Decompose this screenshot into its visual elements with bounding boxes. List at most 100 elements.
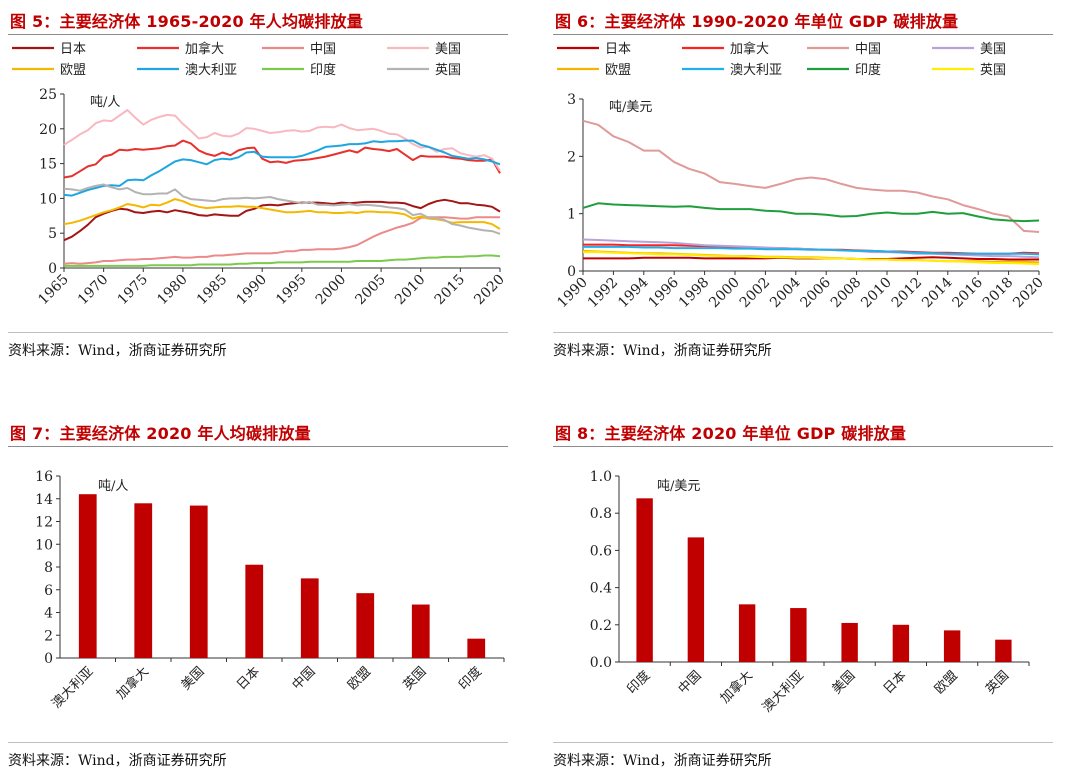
y-tick-label: 25 [39,87,57,103]
legend-label-8: 英国 [980,63,1006,78]
category-label: 印度 [455,664,485,694]
bar-1 [636,498,653,662]
x-tick-label: 2020 [471,272,508,309]
series-line-7 [582,202,1040,223]
x-tick-label: 2020 [1010,275,1047,312]
legend-label-4: 美国 [435,42,461,57]
category-label: 加拿大 [113,664,152,703]
bar-6 [356,593,375,658]
x-tick-label: 1980 [154,272,191,309]
x-tick-label: 2012 [889,275,926,312]
unit-label: 吨/人 [98,479,128,494]
y-tick-label: 1 [567,207,576,223]
figure-8-panel: 图 8：主要经济体 2020 年单位 GDP 碳排放量 0.0 0.2 0.4 0.6… [553,412,1053,776]
x-tick-label: 1996 [646,274,683,311]
category-label: 欧盟 [932,668,961,697]
legend-label-1: 日本 [605,42,631,57]
x-tick-label: 1995 [273,272,310,309]
y-tick-label: 0.2 [590,618,612,634]
x-tick-label: 2004 [767,274,804,311]
unit-label: 吨/人 [90,95,120,110]
legend-label-2: 加拿大 [185,41,224,57]
figure-8-source: 资料来源：Wind，浙商证券研究所 [553,753,772,769]
category-label: 澳大利亚 [48,664,96,712]
y-tick-label: 5 [48,226,57,242]
bar-5 [300,578,319,658]
category-label: 中国 [290,664,319,693]
legend-label-1: 日本 [60,42,86,57]
figure-8-source-rule [553,742,1053,743]
x-tick-label: 2015 [432,272,469,309]
y-tick-label: 10 [35,537,53,553]
y-tick-label: 15 [39,157,57,173]
x-tick-label: 2010 [858,275,895,312]
bar-2 [687,537,705,662]
figure-8-title-rule [553,446,1053,447]
category-label: 加拿大 [717,668,756,707]
x-tick-label: 1985 [194,272,231,309]
x-tick-label: 2002 [737,275,774,312]
figure-6-panel: 图 6：主要经济体 1990-2020 年单位 GDP 碳排放量 日本 加拿大 中国… [553,0,1053,372]
category-label: 中国 [676,668,705,697]
y-tick-label: 8 [44,560,53,576]
x-tick-label: 1998 [676,275,713,312]
series-line-8 [63,183,501,235]
y-tick-label: 4 [44,606,53,622]
series-line-5 [63,198,501,230]
legend-label-7: 印度 [855,62,881,78]
x-tick-label: 1990 [233,272,270,309]
series-line-6 [63,139,501,197]
x-tick-label: 2006 [798,274,835,311]
x-tick-label: 1992 [585,275,622,312]
legend-label-8: 英国 [435,63,461,78]
series-line-7 [64,254,501,267]
y-tick-label: 3 [567,92,576,108]
figure-5-source: 资料来源：Wind，浙商证券研究所 [8,343,227,359]
y-tick-label: 1.0 [590,469,612,485]
legend-label-2: 加拿大 [730,41,769,57]
category-label: 欧盟 [345,664,374,693]
category-label: 美国 [829,668,858,697]
legend-label-3: 中国 [855,42,881,57]
bar-4 [245,564,264,658]
y-tick-label: 20 [39,122,57,138]
bar-3 [189,505,208,658]
bar-7 [943,630,961,662]
figure-5-source-rule [8,332,508,333]
figure-8-bar-chart: 0.0 0.2 0.4 0.6 0.8 1.0 吨/美元印度 中国 加拿大 澳大利亚 美国 日本 欧盟英… [590,469,1030,716]
figure-8-title: 图 8：主要经济体 2020 年单位 GDP 碳排放量 [555,424,907,443]
y-tick-label: 14 [35,492,53,508]
y-tick-label: 0.4 [590,581,612,597]
x-tick-label: 1975 [115,272,152,309]
x-tick-label: 2016 [950,274,987,311]
figure-7-panel: 图 7：主要经济体 2020 年人均碳排放量 0 2 4 6 8 10 12 14 16 吨/人澳… [8,412,508,776]
series-line-6 [583,245,1040,256]
y-tick-label: 2 [567,149,576,165]
x-tick-label: 2005 [352,272,389,309]
figure-5-title-rule [8,34,508,35]
bar-7 [411,604,430,658]
y-tick-label: 12 [35,515,53,531]
legend-label-5: 欧盟 [605,63,631,78]
figure-5-title: 图 5：主要经济体 1965-2020 年人均碳排放量 [10,12,363,31]
legend-label-6: 澳大利亚 [730,62,782,78]
legend-label-7: 印度 [310,62,336,78]
x-tick-label: 1970 [75,272,112,309]
y-tick-label: 10 [39,191,57,207]
figure-5-panel: 图 5：主要经济体 1965-2020 年人均碳排放量 日本 加拿大 中国 美国 欧盟 澳… [8,0,508,372]
unit-label: 吨/美元 [609,100,652,115]
y-tick-label: 2 [44,628,53,644]
bar-4 [790,608,807,662]
x-tick-label: 2018 [980,275,1017,312]
y-tick-label: 0.8 [590,506,612,522]
x-tick-label: 2008 [828,275,865,312]
y-tick-label: 0.6 [590,543,612,559]
x-tick-label: 2010 [392,272,429,309]
legend-label-4: 美国 [980,42,1006,57]
y-tick-label: 0.0 [590,655,612,671]
x-tick-label: 2000 [313,272,350,309]
bar-6 [892,624,910,662]
bar-8 [467,638,486,658]
